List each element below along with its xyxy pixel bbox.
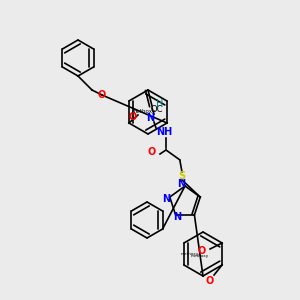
Text: S: S: [178, 171, 186, 181]
Text: methoxy: methoxy: [181, 252, 199, 256]
Text: methoxy: methoxy: [132, 109, 156, 113]
Text: N: N: [177, 179, 185, 189]
Text: O: O: [148, 147, 156, 157]
Text: O: O: [206, 276, 214, 286]
Text: OC: OC: [151, 104, 164, 113]
Text: N: N: [162, 194, 170, 204]
Text: N: N: [146, 113, 154, 123]
Text: NH: NH: [156, 127, 172, 137]
Text: H: H: [156, 99, 164, 109]
Text: methoxy: methoxy: [191, 254, 209, 258]
Text: O: O: [129, 112, 137, 122]
Text: O: O: [98, 90, 106, 100]
Text: N: N: [173, 212, 182, 222]
Text: O: O: [198, 246, 206, 256]
